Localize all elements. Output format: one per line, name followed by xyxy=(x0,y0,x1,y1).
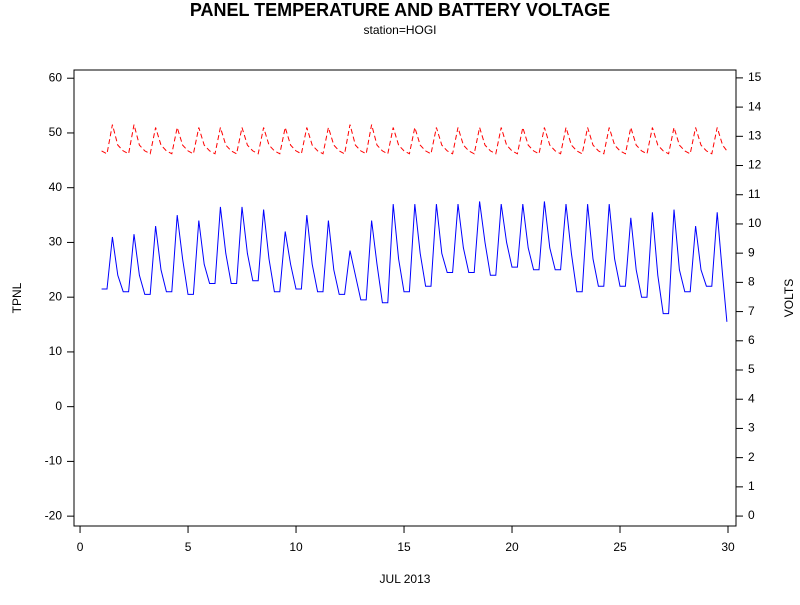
y2-tick-label: 14 xyxy=(748,99,762,113)
y2-tick-label: 9 xyxy=(748,245,755,259)
data-line xyxy=(101,201,728,322)
y2-axis-label: VOLTS xyxy=(782,279,796,317)
y2-tick-label: 2 xyxy=(748,450,755,464)
y-tick-label: 30 xyxy=(49,235,63,249)
y2-tick-label: 3 xyxy=(748,421,755,435)
y2-tick-label: 1 xyxy=(748,479,755,493)
y2-tick-label: 6 xyxy=(748,333,755,347)
x-tick-label: 15 xyxy=(397,540,411,554)
x-tick-label: 5 xyxy=(185,540,192,554)
plot-frame xyxy=(73,69,737,527)
y2-tick-label: 15 xyxy=(748,70,762,84)
x-axis-label: JUL 2013 xyxy=(380,572,431,586)
y2-tick-label: 10 xyxy=(748,216,762,230)
x-tick-label: 20 xyxy=(505,540,519,554)
x-tick-label: 30 xyxy=(721,540,735,554)
y-tick-label: 60 xyxy=(49,70,63,84)
y-tick-label: 40 xyxy=(49,180,63,194)
x-tick-label: 0 xyxy=(77,540,84,554)
y-tick-label: 10 xyxy=(49,344,63,358)
y2-tick-label: 4 xyxy=(748,391,755,405)
y2-tick-label: 13 xyxy=(748,128,762,142)
chart-title: PANEL TEMPERATURE AND BATTERY VOLTAGE xyxy=(190,0,610,20)
chart-subtitle: station=HOGI xyxy=(363,23,436,37)
data-line xyxy=(101,124,728,155)
y2-tick-label: 7 xyxy=(748,304,755,318)
y-axis-label: TPNL xyxy=(10,282,24,313)
y-tick-label: 20 xyxy=(49,289,63,303)
y-tick-label: -10 xyxy=(45,454,63,468)
y2-tick-label: 8 xyxy=(748,275,755,289)
y2-tick-label: 5 xyxy=(748,362,755,376)
y2-tick-label: 11 xyxy=(748,187,761,201)
x-tick-label: 25 xyxy=(613,540,627,554)
y-tick-label: 50 xyxy=(49,125,63,139)
y-tick-label: 0 xyxy=(55,399,62,413)
y2-tick-label: 12 xyxy=(748,158,762,172)
y2-tick-label: 0 xyxy=(748,508,755,522)
x-tick-label: 10 xyxy=(289,540,303,554)
y-tick-label: -20 xyxy=(45,508,63,522)
